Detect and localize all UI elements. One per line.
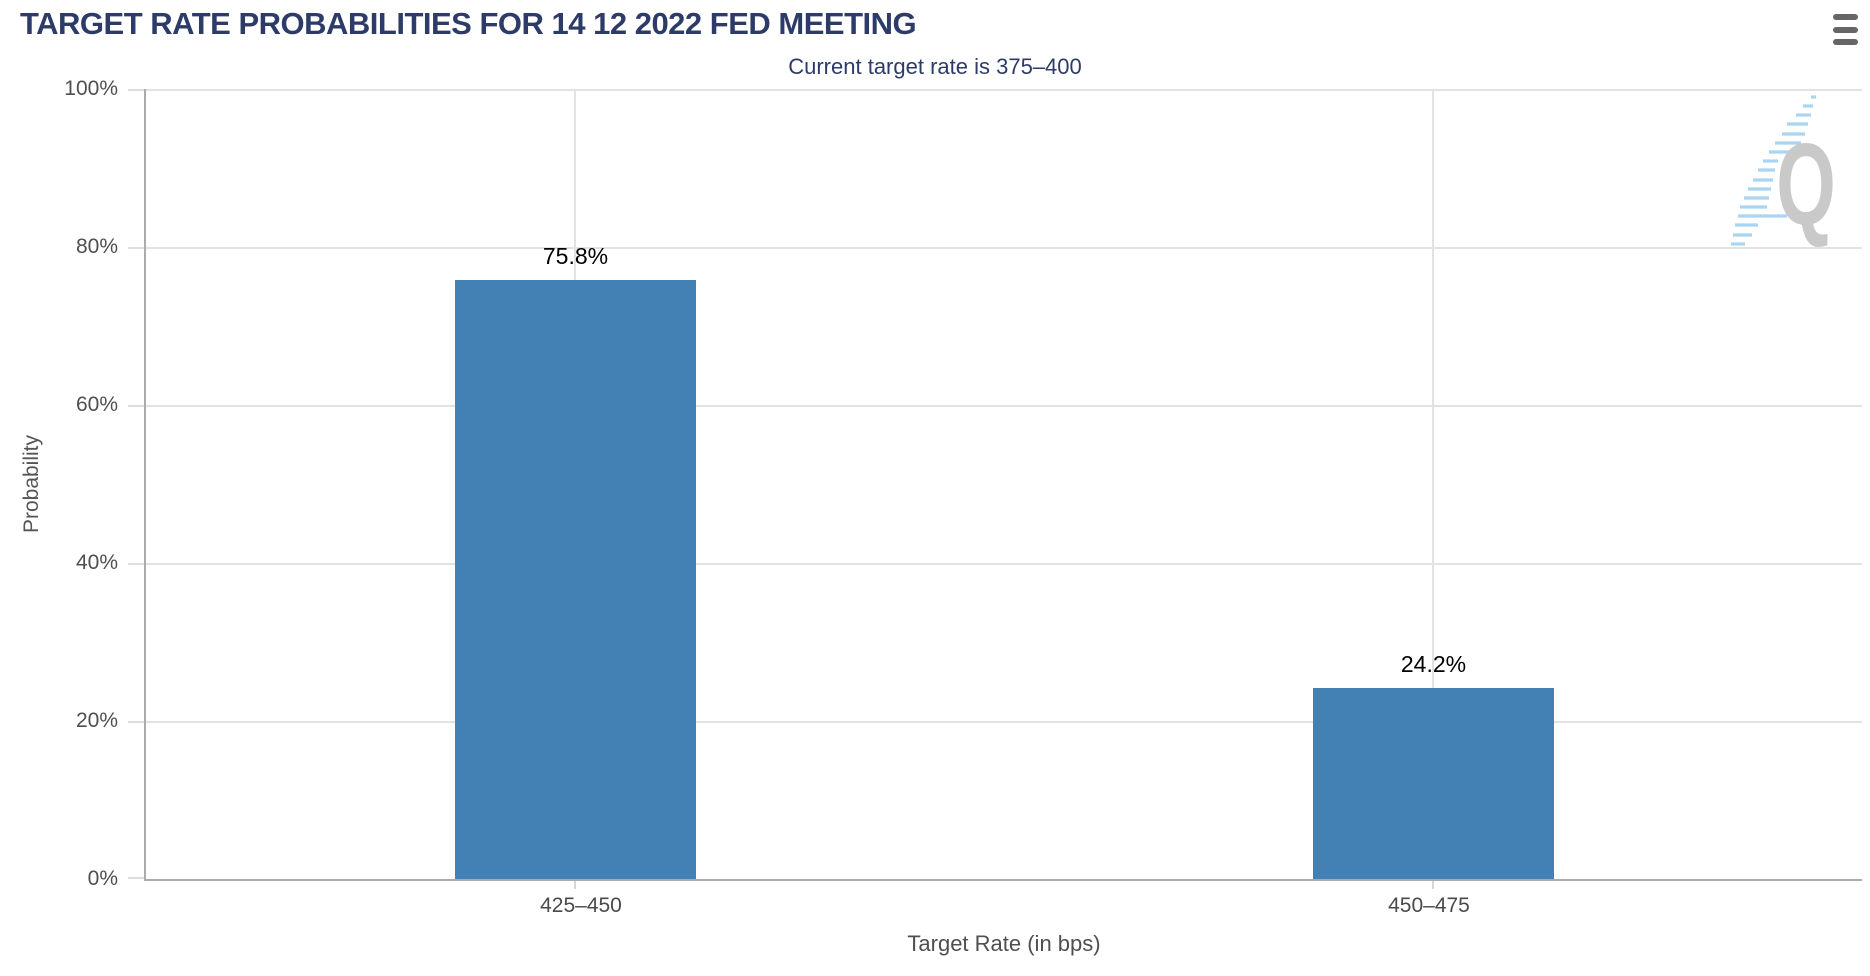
y-tick [128,405,144,407]
gridline-80pct [146,247,1862,249]
category-label-425-450: 425–450 [540,894,622,917]
quikstrike-watermark: Q [1731,95,1836,249]
y-tick [128,563,144,565]
chart-title: TARGET RATE PROBABILITIES FOR 14 12 2022… [20,6,917,41]
gridline-20pct [146,721,1862,723]
y-tick-label: 40% [75,551,118,574]
y-axis-line [144,89,146,879]
y-tick-label: 0% [87,867,118,890]
y-axis-title: Probability [20,434,43,534]
x-tick [1432,881,1434,889]
gridline-40pct [146,563,1862,565]
watermark-q-letter: Q [1776,119,1836,249]
y-tick-label: 60% [75,393,118,416]
watermark-hatch-lines [1731,95,1816,246]
category-label-450-475: 450–475 [1388,894,1470,917]
gridline-100pct [146,89,1862,91]
gridline-category-2 [1432,89,1434,879]
hamburger-icon [1833,26,1858,33]
gridline-60pct [146,405,1862,407]
x-axis-line [144,879,1862,881]
hamburger-icon [1833,14,1858,20]
bar-425-450[interactable] [455,280,696,879]
chart-context-menu-button[interactable] [1833,14,1858,45]
y-tick [128,877,144,879]
y-tick [128,89,144,91]
x-tick [574,881,576,889]
plot-area: 75.8% 24.2% [128,89,1862,889]
y-tick-label: 20% [75,709,118,732]
y-tick-label: 80% [75,235,118,258]
hamburger-icon [1833,39,1858,45]
bar-450-475[interactable] [1313,687,1554,879]
chart-subtitle: Current target rate is 375–400 [788,54,1082,79]
y-tick [128,721,144,723]
data-label-425-450: 75.8% [542,243,609,270]
y-tick [128,247,144,249]
y-tick-label: 100% [64,77,118,100]
data-label-450-475: 24.2% [1400,650,1467,677]
x-axis-title: Target Rate (in bps) [907,931,1101,956]
